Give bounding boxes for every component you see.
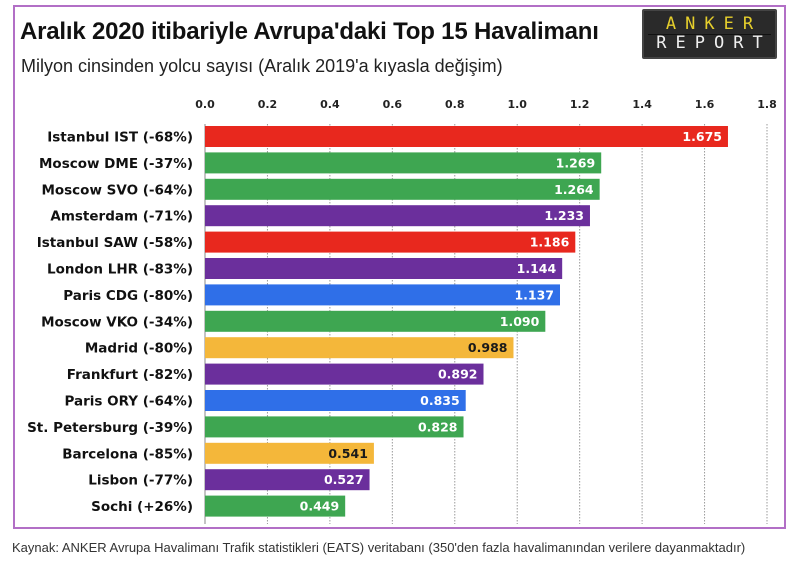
x-tick-label: 0.6 xyxy=(383,98,403,111)
value-label: 1.233 xyxy=(544,208,584,223)
category-label: Frankfurt (-82%) xyxy=(67,367,193,383)
bar xyxy=(205,337,514,359)
value-label: 0.449 xyxy=(300,499,340,514)
x-tick-label: 1.4 xyxy=(632,98,652,111)
value-labels: 1.675 1.269 1.264 1.233 1.186 1.144 1.137 1.090… xyxy=(300,129,722,514)
x-tick-label: 1.8 xyxy=(757,98,777,111)
chart-title: Aralık 2020 itibariyle Avrupa'daki Top 1… xyxy=(20,18,599,45)
value-label: 1.090 xyxy=(500,314,540,329)
bar xyxy=(205,231,576,253)
value-label: 0.892 xyxy=(438,367,478,382)
value-label: 0.541 xyxy=(328,446,368,461)
category-label: Istanbul IST (-68%) xyxy=(47,130,193,146)
logo-line-2: REPORT xyxy=(656,33,772,53)
category-label: Paris ORY (-64%) xyxy=(64,394,193,410)
bar xyxy=(205,152,602,174)
bars xyxy=(205,126,728,517)
bar xyxy=(205,363,484,385)
x-tick-label: 1.2 xyxy=(570,98,590,111)
value-label: 1.186 xyxy=(530,235,570,250)
x-tick-label: 0.0 xyxy=(195,98,215,111)
category-label: London LHR (-83%) xyxy=(47,262,193,278)
bar xyxy=(205,126,728,147)
category-label: Moscow SVO (-64%) xyxy=(41,182,193,198)
value-label: 0.527 xyxy=(324,472,364,487)
category-label: Amsterdam (-71%) xyxy=(50,209,193,225)
bar xyxy=(205,495,346,517)
x-tick-label: 0.8 xyxy=(445,98,465,111)
category-label: Barcelona (-85%) xyxy=(62,446,193,462)
x-axis-ticks: 0.0 0.2 0.4 0.6 0.8 1.0 1.2 1.4 1.6 1.8 xyxy=(195,98,777,111)
value-label: 1.264 xyxy=(554,182,594,197)
chart-subtitle: Milyon cinsinden yolcu sayısı (Aralık 20… xyxy=(21,56,503,76)
category-label: Sochi (+26%) xyxy=(91,499,193,515)
anker-report-logo: ANKER REPORT xyxy=(642,9,777,59)
bar xyxy=(205,416,464,438)
category-label: Moscow VKO (-34%) xyxy=(41,314,193,330)
category-label: St. Petersburg (-39%) xyxy=(27,420,193,436)
source-footnote: Kaynak: ANKER Avrupa Havalimanı Trafik s… xyxy=(12,540,746,555)
bar xyxy=(205,205,590,227)
value-label: 1.269 xyxy=(556,155,596,170)
bar xyxy=(205,390,466,411)
logo-line-1: ANKER xyxy=(665,14,763,34)
logo-split-line xyxy=(648,34,771,35)
x-tick-label: 0.4 xyxy=(320,98,340,111)
value-label: 0.828 xyxy=(418,419,458,434)
category-label: Paris CDG (-80%) xyxy=(63,288,193,304)
bar xyxy=(205,258,563,279)
x-tick-label: 1.6 xyxy=(695,98,715,111)
value-label: 0.988 xyxy=(468,340,508,355)
bar xyxy=(205,442,374,464)
bar xyxy=(205,178,600,200)
category-label: Istanbul SAW (-58%) xyxy=(37,235,193,251)
value-label: 1.137 xyxy=(514,287,554,302)
x-tick-label: 1.0 xyxy=(507,98,527,111)
category-label: Madrid (-80%) xyxy=(85,341,193,357)
category-label: Lisbon (-77%) xyxy=(88,473,193,489)
bar xyxy=(205,469,370,491)
x-tick-label: 0.2 xyxy=(258,98,278,111)
bar xyxy=(205,284,560,306)
value-label: 1.144 xyxy=(517,261,557,276)
category-label: Moscow DME (-37%) xyxy=(39,156,193,172)
value-label: 0.835 xyxy=(420,393,460,408)
value-label: 1.675 xyxy=(682,129,722,144)
bar xyxy=(205,310,546,332)
category-labels: Istanbul IST (-68%) Moscow DME (-37%) Mosc… xyxy=(27,130,193,516)
